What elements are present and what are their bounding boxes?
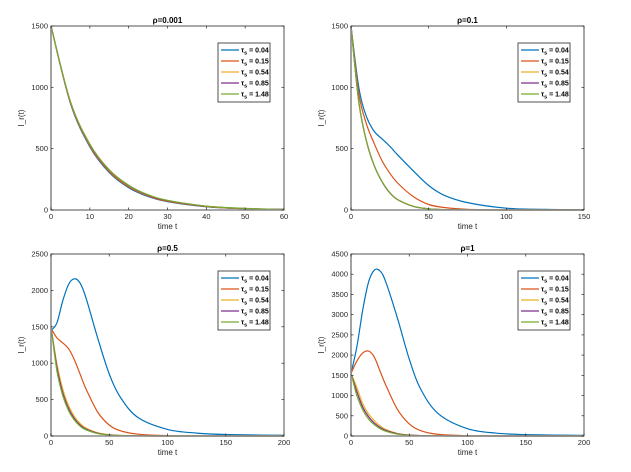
legend-label: τs = 0.54: [541, 70, 569, 79]
x-axis-label: time t: [158, 222, 178, 231]
subplot-1: 0 10 20 30 40 50 60 0 500 1000 1500 ρ=0.001 time t τs…: [31, 16, 288, 231]
x-tick-label: 100: [461, 438, 474, 447]
x-tick-label: 20: [124, 212, 132, 221]
series-line-2: [50, 327, 284, 437]
legend-label: τs = 0.54: [241, 298, 269, 307]
x-tick-label: 200: [278, 438, 291, 447]
legend: τs = 0.04 τs = 0.15 τs = 0.54 τs = 0.85 τs =…: [517, 270, 571, 331]
y-tick-label: 4500: [331, 250, 348, 259]
legend-label: τs = 0.54: [541, 298, 569, 307]
chart-title: ρ=1: [460, 244, 475, 253]
x-tick-label: 0: [49, 438, 53, 447]
y-tick-label: 3500: [331, 290, 348, 299]
y-tick-label: 500: [335, 144, 348, 153]
legend: τs = 0.04 τs = 0.15 τs = 0.54 τs = 0.85 τs =…: [217, 42, 271, 103]
legend-label: τs = 0.85: [541, 81, 569, 90]
legend-label: τs = 0.04: [541, 48, 569, 57]
legend-label: τs = 1.48: [541, 320, 569, 329]
x-tick-label: 30: [163, 212, 171, 221]
x-tick-label: 150: [519, 438, 532, 447]
legend-label: τs = 0.85: [241, 309, 269, 318]
x-tick-label: 100: [161, 438, 174, 447]
legend-label: τs = 0.15: [241, 287, 269, 296]
legend: τs = 0.04 τs = 0.15 τs = 0.54 τs = 0.85 τs =…: [217, 270, 271, 331]
y-tick-label: 1500: [331, 22, 348, 31]
y-tick-label: 500: [335, 411, 348, 420]
x-tick-label: 200: [578, 438, 591, 447]
legend-label: τs = 1.48: [241, 320, 269, 329]
legend-label: τs = 0.85: [241, 81, 269, 90]
y-tick-label: 3000: [331, 310, 348, 319]
x-axis-label: time t: [458, 222, 478, 231]
series-line-4: [50, 326, 284, 437]
legend-label: τs = 0.85: [541, 309, 569, 318]
y-tick-label: 500: [35, 144, 48, 153]
x-tick-label: 100: [500, 212, 513, 221]
x-tick-label: 50: [241, 212, 249, 221]
x-axis-label: time t: [158, 448, 178, 457]
y-tick-label: 2000: [31, 286, 48, 295]
subplot-4: 0 50 100 150 2000500100015002000250030003500…: [331, 244, 590, 457]
y-tick-label: 1000: [31, 83, 48, 92]
y-tick-label: 0: [344, 432, 348, 441]
y-axis-label: I_r(t): [17, 109, 26, 126]
subplot-3: 0 50 100 150 20005001000150020002500ρ=0.5tim…: [31, 244, 290, 457]
chart-title: ρ=0.5: [157, 244, 178, 253]
y-tick-label: 2500: [331, 330, 348, 339]
y-tick-label: 2000: [331, 351, 348, 360]
x-tick-label: 0: [49, 212, 53, 221]
y-tick-label: 1500: [31, 22, 48, 31]
series-line-1: [350, 268, 585, 436]
x-tick-label: 40: [202, 212, 210, 221]
y-tick-label: 0: [44, 206, 48, 215]
y-axis-label: I_r(t): [17, 336, 26, 353]
y-tick-label: 4000: [331, 270, 348, 279]
x-tick-label: 60: [280, 212, 288, 221]
legend-label: τs = 1.48: [241, 92, 269, 101]
legend-label: τs = 0.15: [241, 59, 269, 68]
y-tick-label: 1500: [331, 371, 348, 380]
legend: τs = 0.04 τs = 0.15 τs = 0.54 τs = 0.85 τs =…: [517, 42, 571, 103]
legend-label: τs = 0.04: [241, 276, 269, 285]
legend-label: τs = 0.04: [541, 276, 569, 285]
x-tick-label: 10: [86, 212, 94, 221]
legend-label: τs = 0.15: [541, 59, 569, 68]
y-tick-label: 500: [35, 395, 48, 404]
series-line-1: [50, 278, 285, 436]
series-line-5: [50, 326, 284, 437]
legend-label: τs = 0.04: [241, 48, 269, 57]
series-line-5: [50, 25, 285, 210]
y-axis-label: I_r(t): [317, 109, 326, 126]
y-tick-label: 2500: [31, 250, 48, 259]
series-line-1: [350, 25, 585, 211]
y-tick-label: 0: [44, 432, 48, 441]
y-tick-label: 1500: [31, 322, 48, 331]
y-tick-label: 1000: [331, 83, 348, 92]
series-line-4: [350, 373, 584, 437]
series-line-3: [50, 326, 284, 437]
legend-label: τs = 0.15: [541, 287, 569, 296]
legend-label: τs = 1.48: [541, 92, 569, 101]
series-line-3: [350, 373, 584, 437]
y-tick-label: 0: [344, 206, 348, 215]
x-tick-label: 50: [105, 438, 113, 447]
x-tick-label: 50: [424, 212, 432, 221]
x-axis-label: time t: [458, 448, 478, 457]
x-tick-label: 150: [219, 438, 232, 447]
y-tick-label: 1000: [31, 359, 48, 368]
chart-title: ρ=0.1: [457, 16, 478, 25]
chart-title: ρ=0.001: [153, 16, 183, 25]
legend-label: τs = 0.54: [241, 70, 269, 79]
series-line-5: [350, 373, 584, 437]
x-tick-label: 0: [349, 212, 353, 221]
y-tick-label: 1000: [331, 391, 348, 400]
y-axis-label: I_r(t): [317, 336, 326, 353]
series-line-2: [350, 350, 584, 437]
x-tick-label: 50: [405, 438, 413, 447]
x-tick-label: 150: [578, 212, 591, 221]
x-tick-label: 0: [349, 438, 353, 447]
